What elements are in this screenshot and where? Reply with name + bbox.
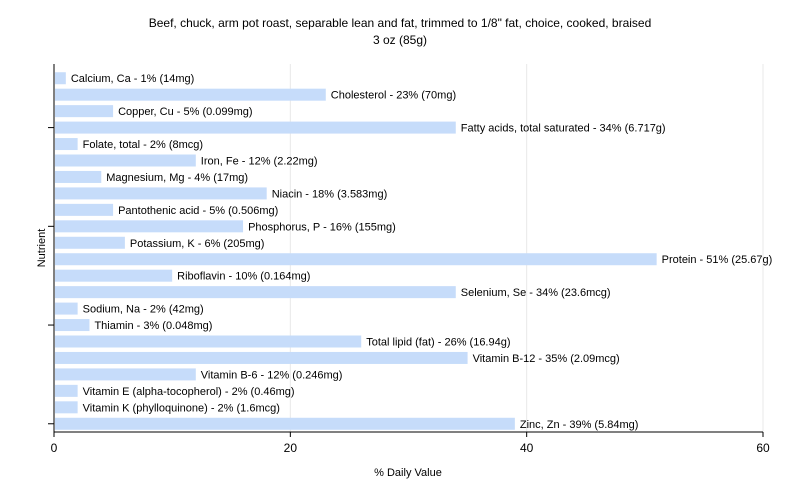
bar-label: Fatty acids, total saturated - 34% (6.71… <box>461 123 666 135</box>
bar-label: Niacin - 18% (3.583mg) <box>272 188 388 200</box>
x-tick-label: 0 <box>51 441 58 455</box>
bar-label: Potassium, K - 6% (205mg) <box>130 238 265 250</box>
bar-label: Calcium, Ca - 1% (14mg) <box>71 73 194 85</box>
bar <box>55 236 125 249</box>
bar-label: Copper, Cu - 5% (0.099mg) <box>118 106 253 118</box>
bar-label: Protein - 51% (25.67g) <box>662 254 773 266</box>
chart-subtitle: 3 oz (85g) <box>373 33 427 47</box>
bar <box>55 319 90 332</box>
bar-label: Vitamin B-12 - 35% (2.09mcg) <box>473 353 620 365</box>
bar-label: Sodium, Na - 2% (42mg) <box>83 304 204 316</box>
bars-group: Calcium, Ca - 1% (14mg) Cholesterol - 23%… <box>55 72 772 431</box>
bar <box>55 417 515 430</box>
bar <box>55 72 66 85</box>
x-tick-label: 20 <box>284 441 298 455</box>
bar-label: Thiamin - 3% (0.048mg) <box>94 320 212 332</box>
bar <box>55 187 267 200</box>
bar-label: Pantothenic acid - 5% (0.506mg) <box>118 205 278 217</box>
bar <box>55 203 114 216</box>
bar <box>55 121 456 134</box>
bar-label: Selenium, Se - 34% (23.6mcg) <box>461 287 611 299</box>
bar-label: Vitamin E (alpha-tocopherol) - 2% (0.46m… <box>83 386 295 398</box>
bar <box>55 384 78 397</box>
bar <box>55 88 326 101</box>
bar-label: Zinc, Zn - 39% (5.84mg) <box>520 419 639 431</box>
chart-title: Beef, chuck, arm pot roast, separable le… <box>149 16 652 30</box>
grid-lines <box>289 64 764 432</box>
bar <box>55 154 196 167</box>
bar <box>55 401 78 414</box>
x-tick-label: 60 <box>756 441 770 455</box>
bar <box>55 368 196 381</box>
bar <box>55 105 114 118</box>
x-tick-label: 40 <box>520 441 534 455</box>
bar-label: Phosphorus, P - 16% (155mg) <box>248 221 396 233</box>
bar-label: Riboflavin - 10% (0.164mg) <box>177 271 310 283</box>
bar <box>55 220 244 233</box>
bar <box>55 269 173 282</box>
bar <box>55 335 362 348</box>
bar-label: Total lipid (fat) - 26% (16.94g) <box>366 337 510 349</box>
bar <box>55 351 468 364</box>
bar <box>55 286 456 299</box>
axes-group: 0 20 40 60 <box>48 64 770 455</box>
bar-label: Cholesterol - 23% (70mg) <box>331 90 456 102</box>
x-axis-label: % Daily Value <box>374 467 442 479</box>
bar-label: Magnesium, Mg - 4% (17mg) <box>106 172 248 184</box>
bar-label: Iron, Fe - 12% (2.22mg) <box>201 156 318 168</box>
bar-label: Vitamin B-6 - 12% (0.246mg) <box>201 369 343 381</box>
bar <box>55 302 78 315</box>
bar <box>55 253 657 266</box>
bar-label: Vitamin K (phylloquinone) - 2% (1.6mcg) <box>83 402 280 414</box>
bar <box>55 138 78 151</box>
bar-label: Folate, total - 2% (8mcg) <box>83 139 203 151</box>
bar <box>55 170 102 183</box>
y-axis-label: Nutrient <box>36 229 48 268</box>
